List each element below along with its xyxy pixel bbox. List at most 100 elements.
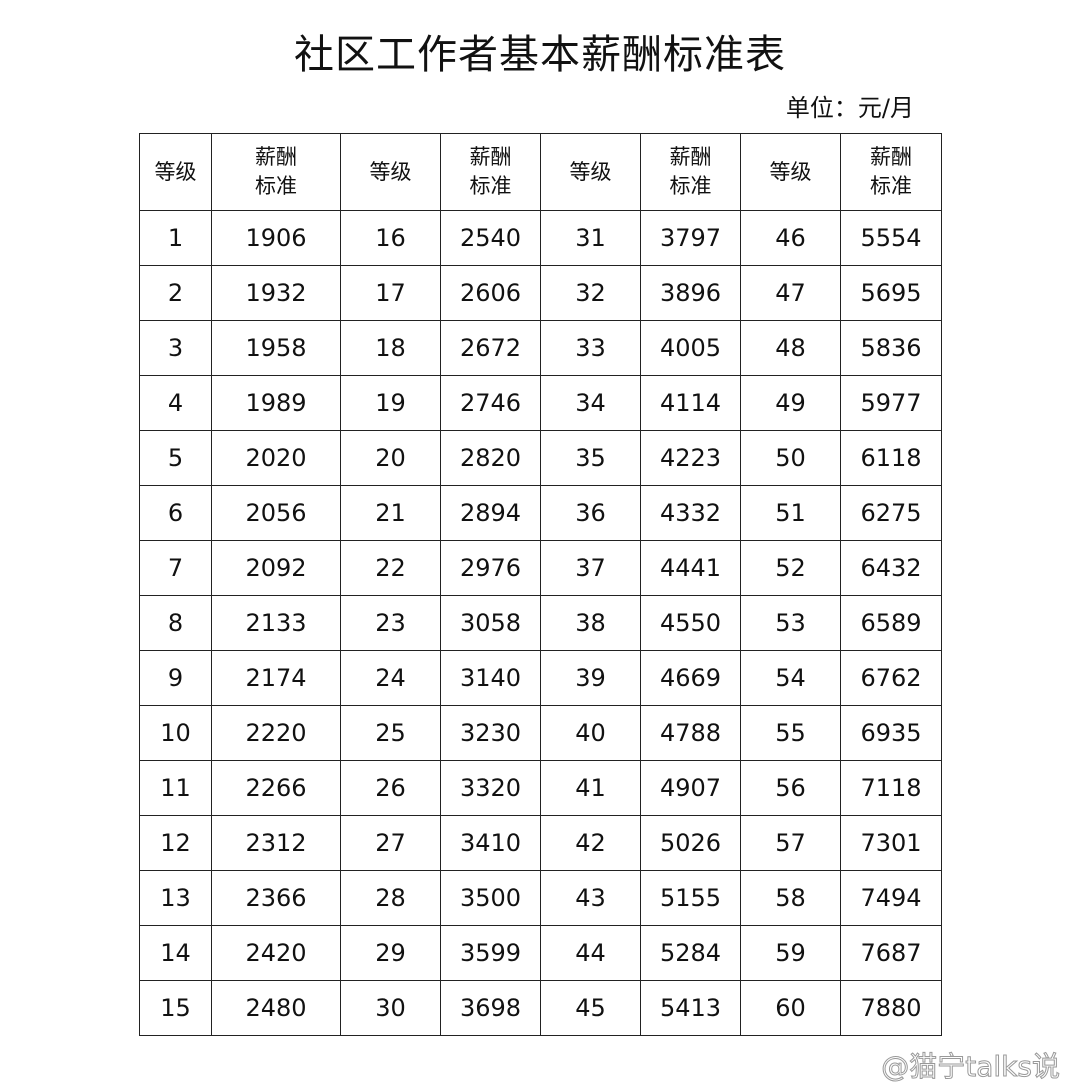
grade-cell: 22: [340, 540, 441, 596]
grade-cell: 45: [540, 980, 641, 1036]
header-grade: 等级: [340, 133, 441, 211]
grade-cell: 30: [340, 980, 441, 1036]
salary-cell: 2420: [211, 925, 341, 981]
page-title: 社区工作者基本薪酬标准表: [294, 32, 786, 78]
grade-cell: 5: [139, 430, 212, 486]
grade-cell: 6: [139, 485, 212, 541]
salary-cell: 3896: [640, 265, 741, 321]
grade-cell: 35: [540, 430, 641, 486]
salary-cell: 5413: [640, 980, 741, 1036]
salary-cell: 2312: [211, 815, 341, 871]
header-salary: 薪酬 标准: [840, 133, 942, 211]
grade-cell: 40: [540, 705, 641, 761]
salary-cell: 4907: [640, 760, 741, 816]
table-row: 2 1932 17 2606 32 3896 47 5695: [139, 265, 942, 321]
salary-table: 等级 薪酬 标准 等级 薪酬 标准 等级 薪酬 标准 等级 薪酬 标准 1 1906 16 2540 3…: [139, 133, 942, 1036]
salary-cell: 1958: [211, 320, 341, 376]
table-row: 6 2056 21 2894 36 4332 51 6275: [139, 485, 942, 541]
grade-cell: 23: [340, 595, 441, 651]
salary-cell: 3320: [440, 760, 541, 816]
table-row: 7 2092 22 2976 37 4441 52 6432: [139, 540, 942, 596]
grade-cell: 20: [340, 430, 441, 486]
salary-cell: 3230: [440, 705, 541, 761]
grade-cell: 55: [740, 705, 841, 761]
grade-cell: 43: [540, 870, 641, 926]
salary-cell: 7880: [840, 980, 942, 1036]
grade-cell: 28: [340, 870, 441, 926]
table-row: 3 1958 18 2672 33 4005 48 5836: [139, 320, 942, 376]
grade-cell: 10: [139, 705, 212, 761]
salary-cell: 2133: [211, 595, 341, 651]
salary-cell: 1932: [211, 265, 341, 321]
grade-cell: 38: [540, 595, 641, 651]
header-row: 等级 薪酬 标准 等级 薪酬 标准 等级 薪酬 标准 等级 薪酬 标准: [139, 133, 942, 211]
header-grade: 等级: [740, 133, 841, 211]
grade-cell: 14: [139, 925, 212, 981]
table-row: 10 2220 25 3230 40 4788 55 6935: [139, 705, 942, 761]
header-grade: 等级: [139, 133, 212, 211]
grade-cell: 31: [540, 210, 641, 266]
table-row: 8 2133 23 3058 38 4550 53 6589: [139, 595, 942, 651]
grade-cell: 4: [139, 375, 212, 431]
salary-cell: 2540: [440, 210, 541, 266]
grade-cell: 15: [139, 980, 212, 1036]
grade-cell: 26: [340, 760, 441, 816]
table-row: 15 2480 30 3698 45 5413 60 7880: [139, 980, 942, 1036]
salary-cell: 4005: [640, 320, 741, 376]
grade-cell: 25: [340, 705, 441, 761]
table-row: 13 2366 28 3500 43 5155 58 7494: [139, 870, 942, 926]
grade-cell: 18: [340, 320, 441, 376]
grade-cell: 13: [139, 870, 212, 926]
salary-cell: 5695: [840, 265, 942, 321]
table-row: 9 2174 24 3140 39 4669 54 6762: [139, 650, 942, 706]
grade-cell: 11: [139, 760, 212, 816]
unit-label: 单位：元/月: [785, 94, 914, 122]
grade-cell: 7: [139, 540, 212, 596]
salary-cell: 4114: [640, 375, 741, 431]
grade-cell: 2: [139, 265, 212, 321]
grade-cell: 17: [340, 265, 441, 321]
salary-cell: 4332: [640, 485, 741, 541]
salary-cell: 4788: [640, 705, 741, 761]
header-salary: 薪酬 标准: [440, 133, 541, 211]
table-row: 11 2266 26 3320 41 4907 56 7118: [139, 760, 942, 816]
salary-cell: 3599: [440, 925, 541, 981]
grade-cell: 48: [740, 320, 841, 376]
grade-cell: 50: [740, 430, 841, 486]
grade-cell: 33: [540, 320, 641, 376]
grade-cell: 36: [540, 485, 641, 541]
table-row: 1 1906 16 2540 31 3797 46 5554: [139, 210, 942, 266]
salary-cell: 3410: [440, 815, 541, 871]
salary-cell: 7494: [840, 870, 942, 926]
header-salary: 薪酬 标准: [640, 133, 741, 211]
grade-cell: 54: [740, 650, 841, 706]
salary-cell: 5284: [640, 925, 741, 981]
salary-cell: 5155: [640, 870, 741, 926]
salary-cell: 2820: [440, 430, 541, 486]
grade-cell: 41: [540, 760, 641, 816]
grade-cell: 32: [540, 265, 641, 321]
grade-cell: 34: [540, 375, 641, 431]
salary-cell: 2266: [211, 760, 341, 816]
grade-cell: 12: [139, 815, 212, 871]
table-row: 14 2420 29 3599 44 5284 59 7687: [139, 925, 942, 981]
salary-cell: 7687: [840, 925, 942, 981]
grade-cell: 24: [340, 650, 441, 706]
salary-cell: 6762: [840, 650, 942, 706]
salary-cell: 2606: [440, 265, 541, 321]
salary-cell: 1989: [211, 375, 341, 431]
salary-cell: 4669: [640, 650, 741, 706]
grade-cell: 56: [740, 760, 841, 816]
salary-cell: 4223: [640, 430, 741, 486]
grade-cell: 19: [340, 375, 441, 431]
grade-cell: 52: [740, 540, 841, 596]
salary-cell: 3500: [440, 870, 541, 926]
salary-cell: 3140: [440, 650, 541, 706]
salary-cell: 3698: [440, 980, 541, 1036]
salary-cell: 5836: [840, 320, 942, 376]
salary-cell: 2894: [440, 485, 541, 541]
grade-cell: 57: [740, 815, 841, 871]
grade-cell: 46: [740, 210, 841, 266]
salary-cell: 6589: [840, 595, 942, 651]
table-row: 12 2312 27 3410 42 5026 57 7301: [139, 815, 942, 871]
